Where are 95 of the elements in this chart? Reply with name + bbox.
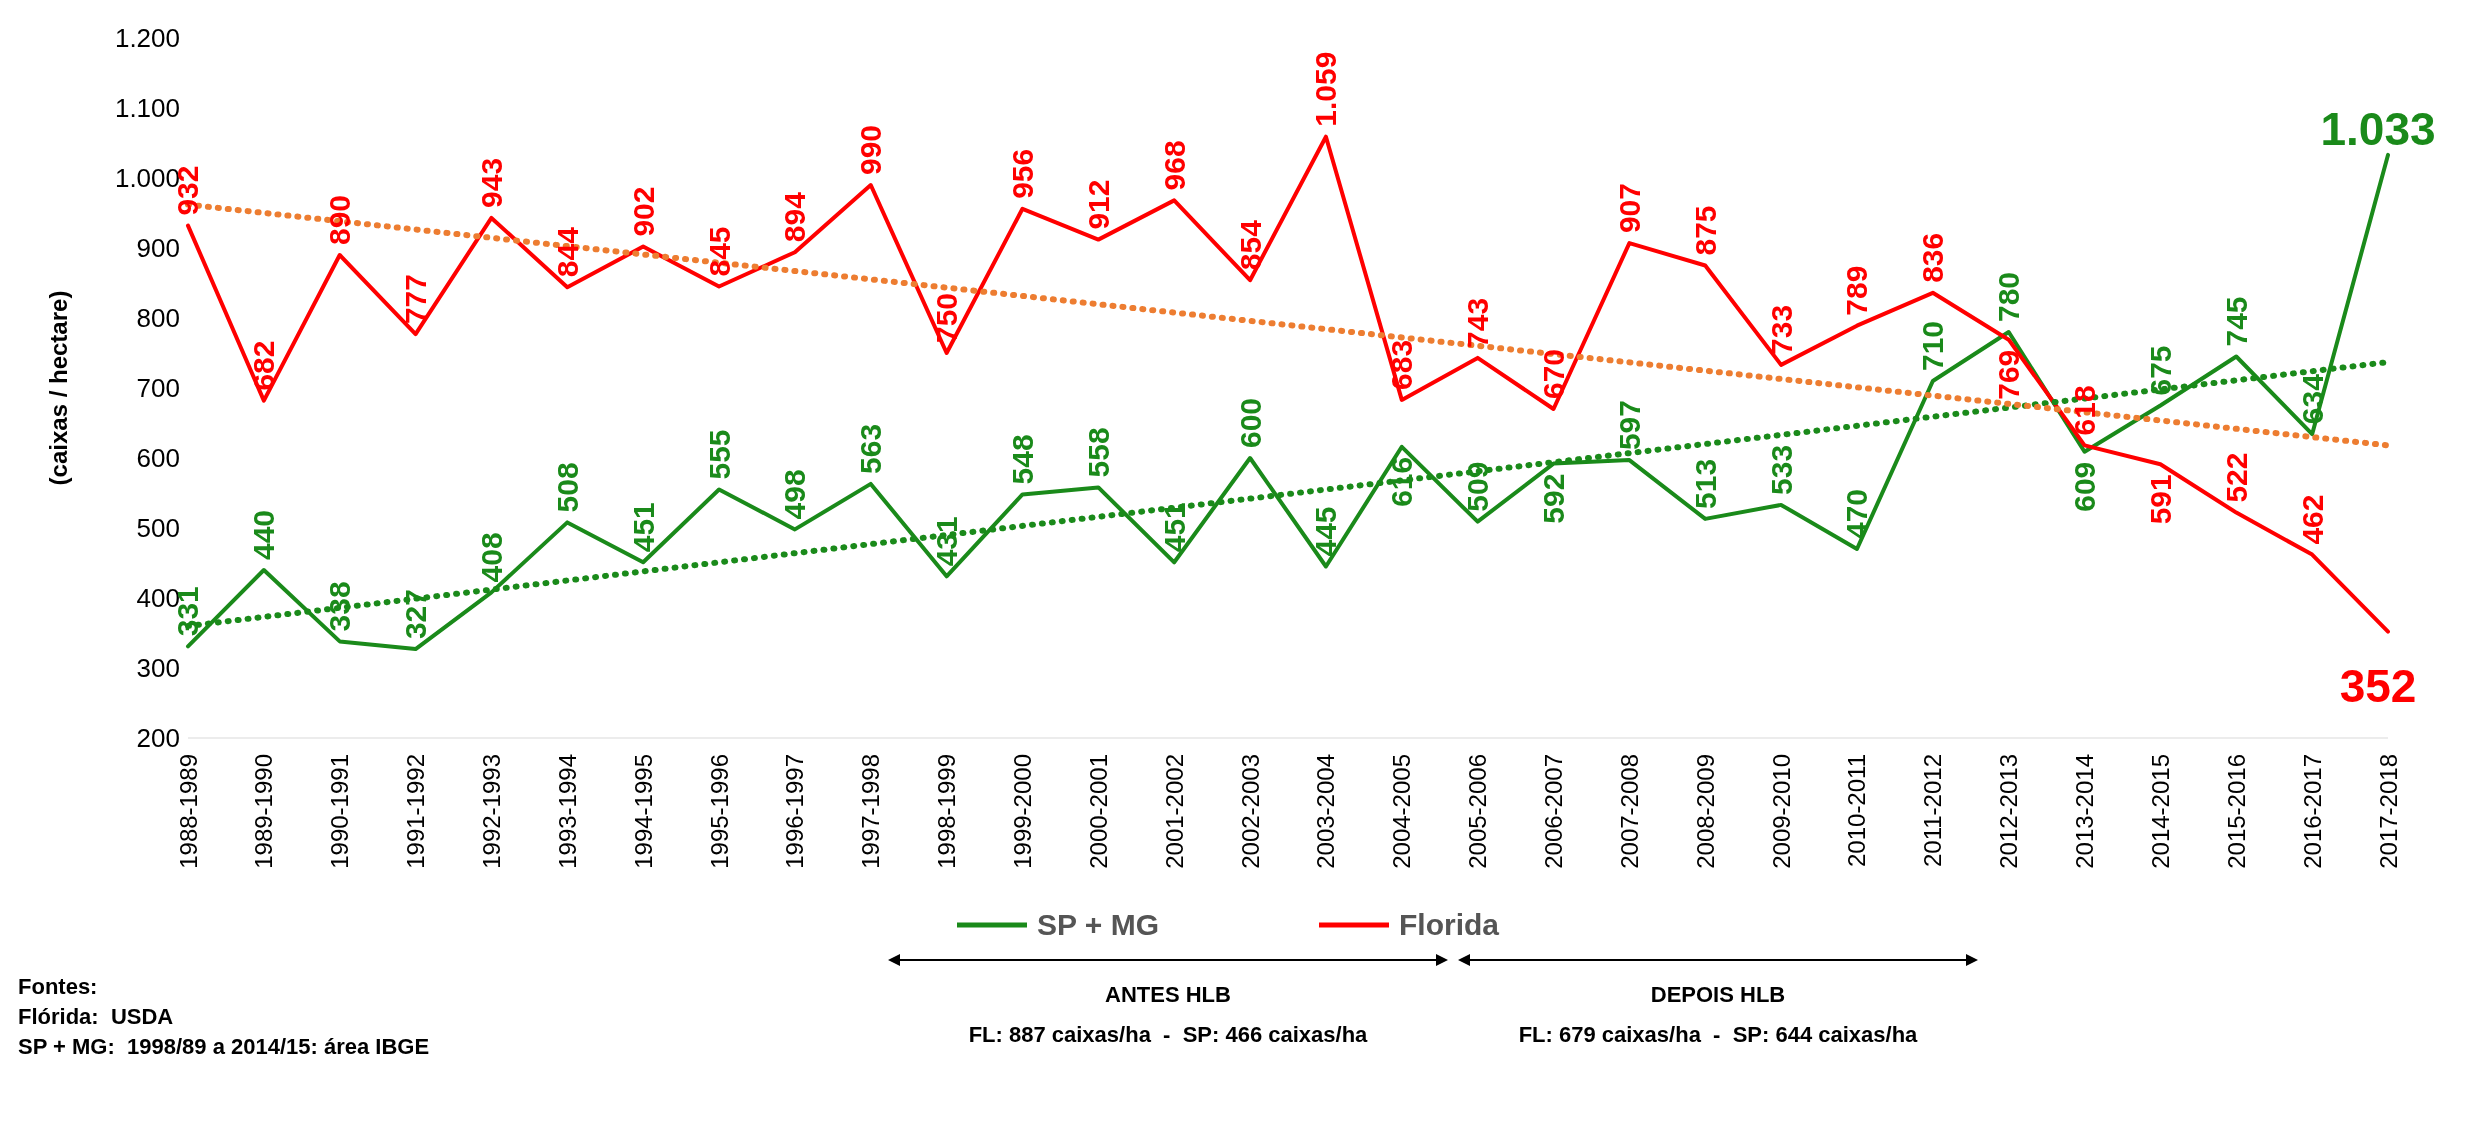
y-tick-label: 600 <box>136 443 180 474</box>
data-label: 907 <box>1612 183 1646 234</box>
text: Flórida: USDA <box>18 1003 175 1031</box>
x-tick-label: 1992-1993 <box>477 754 505 869</box>
text: ANTES HLB <box>1104 982 1232 1008</box>
text: SP + MG: 1998/89 a 2014/15: área IBGE <box>18 1033 430 1061</box>
legend-label: Florida <box>1398 908 1499 942</box>
y-tick-label: 1.200 <box>114 23 180 54</box>
data-label: 789 <box>1840 265 1874 316</box>
x-tick-label: 2008-2009 <box>1691 754 1719 869</box>
x-tick-label: 2007-2008 <box>1615 754 1643 869</box>
x-tick-label: 1999-2000 <box>1008 754 1036 869</box>
x-tick-label: 2012-2013 <box>1995 754 2023 869</box>
x-tick-label: 2014-2015 <box>2146 754 2174 869</box>
data-label: 743 <box>1461 297 1495 348</box>
x-tick-label: 2003-2004 <box>1312 754 1340 869</box>
x-tick-label: 2000-2001 <box>1084 754 1112 869</box>
data-label: 894 <box>778 191 812 243</box>
y-tick-label: 900 <box>136 233 180 264</box>
data-label: 533 <box>1764 444 1798 495</box>
x-tick-label: 2005-2006 <box>1464 754 1492 869</box>
y-tick-label: 700 <box>136 373 180 404</box>
data-label: 609 <box>2068 461 2102 512</box>
x-tick-label: 1998-1999 <box>933 754 961 869</box>
x-tick-label: 2010-2011 <box>1843 754 1871 867</box>
data-label: 745 <box>2219 296 2253 347</box>
data-label: 1.033 <box>2320 102 2436 155</box>
x-tick-label: 1995-1996 <box>705 754 733 869</box>
data-label: 902 <box>626 186 660 237</box>
x-tick-label: 2016-2017 <box>2298 754 2326 869</box>
data-label: 445 <box>1309 506 1343 557</box>
text: DEPOIS HLB <box>1649 982 1787 1008</box>
data-label: 990 <box>854 124 888 175</box>
data-label: 508 <box>550 462 584 513</box>
y-tick-label: 200 <box>136 723 180 754</box>
x-tick-label: 1990-1991 <box>326 754 354 869</box>
x-tick-label: 2015-2016 <box>2222 754 2250 869</box>
data-label: 890 <box>323 194 357 245</box>
data-label: 440 <box>247 509 281 560</box>
legend-label: SP + MG <box>1036 908 1159 942</box>
x-tick-label: 1989-1990 <box>250 754 278 869</box>
data-label: 769 <box>1992 349 2026 400</box>
x-tick-label: 2006-2007 <box>1540 754 1568 869</box>
data-label: 844 <box>550 226 584 278</box>
data-label: 943 <box>474 157 508 208</box>
x-tick-label: 1994-1995 <box>629 754 657 869</box>
data-label: 522 <box>2219 452 2253 503</box>
x-tick-label: 2001-2002 <box>1160 754 1188 869</box>
x-tick-label: 2002-2003 <box>1236 754 1264 869</box>
y-tick-label: 300 <box>136 653 180 684</box>
data-label: 710 <box>1916 320 1950 371</box>
data-label: 555 <box>702 429 736 480</box>
data-label: 338 <box>323 581 357 632</box>
data-label: 352 <box>2339 659 2417 712</box>
data-label: 912 <box>1081 179 1115 230</box>
x-tick-label: 2011-2012 <box>1919 754 1947 867</box>
data-label: 780 <box>1992 271 2026 322</box>
data-label: 470 <box>1840 488 1874 539</box>
text: FL: 887 caixas/ha - SP: 466 caixas/ha <box>967 1022 1369 1048</box>
y-tick-label: 1.100 <box>114 93 180 124</box>
y-tick-label: 800 <box>136 303 180 334</box>
data-label: 618 <box>2068 385 2102 436</box>
x-tick-label: 2017-2018 <box>2374 754 2402 869</box>
y-axis-title: (caixas / hectare) <box>44 290 72 486</box>
x-tick-label: 2004-2005 <box>1388 754 1416 869</box>
data-label: 558 <box>1081 427 1115 478</box>
x-tick-label: 1997-1998 <box>857 754 885 869</box>
data-label: 845 <box>702 226 736 277</box>
data-label: 733 <box>1764 304 1798 355</box>
data-label: 513 <box>1688 458 1722 509</box>
text: FL: 679 caixas/ha - SP: 644 caixas/ha <box>1517 1022 1919 1048</box>
x-tick-label: 1988-1989 <box>174 754 202 869</box>
data-label: 451 <box>626 502 660 553</box>
x-tick-label: 1993-1994 <box>553 754 581 869</box>
data-label: 498 <box>778 469 812 520</box>
data-label: 968 <box>1157 140 1191 191</box>
data-label: 592 <box>1537 473 1571 524</box>
x-tick-label: 1991-1992 <box>402 754 430 869</box>
y-tick-label: 500 <box>136 513 180 544</box>
data-label: 956 <box>1005 148 1039 199</box>
data-label: 462 <box>2295 494 2329 545</box>
x-tick-label: 2009-2010 <box>1767 754 1795 869</box>
data-label: 875 <box>1688 205 1722 256</box>
data-label: 548 <box>1005 434 1039 485</box>
x-tick-label: 2013-2014 <box>2071 754 2099 869</box>
data-label: 600 <box>1233 397 1267 448</box>
data-label: 408 <box>474 532 508 583</box>
data-label: 1.059 <box>1309 51 1343 127</box>
x-tick-label: 1996-1997 <box>781 754 809 869</box>
data-label: 777 <box>399 274 433 325</box>
data-label: 591 <box>2143 474 2177 525</box>
data-label: 563 <box>854 423 888 474</box>
text: Fontes: <box>18 973 99 1001</box>
data-label: 836 <box>1916 232 1950 283</box>
data-label: 597 <box>1612 400 1646 451</box>
